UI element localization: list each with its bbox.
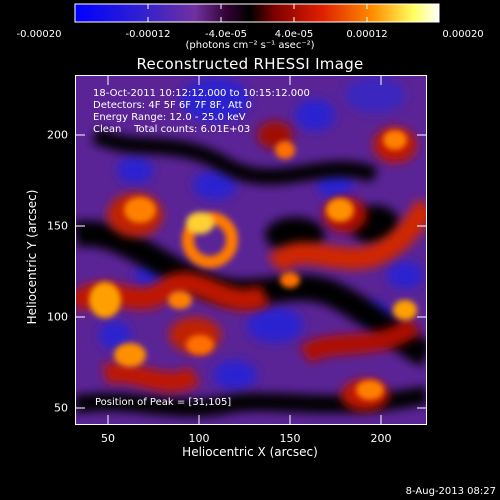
positive-regions bbox=[75, 121, 427, 411]
y-tick-label: 100 bbox=[47, 310, 68, 324]
x-axis-label: Heliocentric X (arcsec) bbox=[182, 445, 318, 459]
y-tick-label: 50 bbox=[54, 401, 68, 415]
x-tick-label: 200 bbox=[370, 432, 392, 445]
colorbar-tick-label: -0.00020 bbox=[16, 29, 62, 40]
plot-frame bbox=[75, 75, 427, 425]
colorbar bbox=[74, 3, 440, 23]
bright-sources bbox=[89, 130, 417, 400]
axis-ticks bbox=[75, 75, 427, 425]
negative-regions bbox=[99, 77, 423, 390]
colorbar-tick-label: 0.00012 bbox=[346, 29, 388, 40]
x-tick-label: 150 bbox=[279, 432, 301, 445]
colorbar-tick-label: 0.00020 bbox=[442, 29, 484, 40]
detectors-text: Detectors: 4F 5F 6F 7F 8F, Att 0 bbox=[93, 100, 253, 111]
algorithm-counts-text: Clean Total counts: 6.01E+03 bbox=[93, 124, 251, 135]
y-axis-label: Heliocentric Y (arcsec) bbox=[25, 189, 39, 325]
image-plot-area bbox=[75, 75, 427, 425]
observation-info: 18-Oct-2011 10:12:12.000 to 10:15:12.000… bbox=[93, 88, 310, 136]
time-range-text: 18-Oct-2011 10:12:12.000 to 10:15:12.000 bbox=[93, 88, 310, 99]
x-tick-label: 50 bbox=[101, 432, 115, 445]
plot-timestamp: 8-Aug-2013 08:27 bbox=[405, 486, 496, 497]
x-tick-label: 100 bbox=[188, 432, 210, 445]
y-tick-label: 150 bbox=[47, 219, 68, 233]
peak-position-text: Position of Peak = [31,105] bbox=[95, 397, 232, 408]
y-tick-label: 200 bbox=[47, 128, 68, 142]
colorbar-tick-label: -4.0e-05 bbox=[205, 29, 247, 40]
image-title: Reconstructed RHESSI Image bbox=[136, 55, 364, 73]
colorbar-tick-label: 4.0e-05 bbox=[274, 29, 314, 40]
energy-range-text: Energy Range: 12.0 - 25.0 keV bbox=[93, 112, 246, 123]
colorbar-units: (photons cm⁻² s⁻¹ asec⁻²) bbox=[185, 40, 315, 51]
colorbar-tick-label: -0.00012 bbox=[125, 29, 171, 40]
